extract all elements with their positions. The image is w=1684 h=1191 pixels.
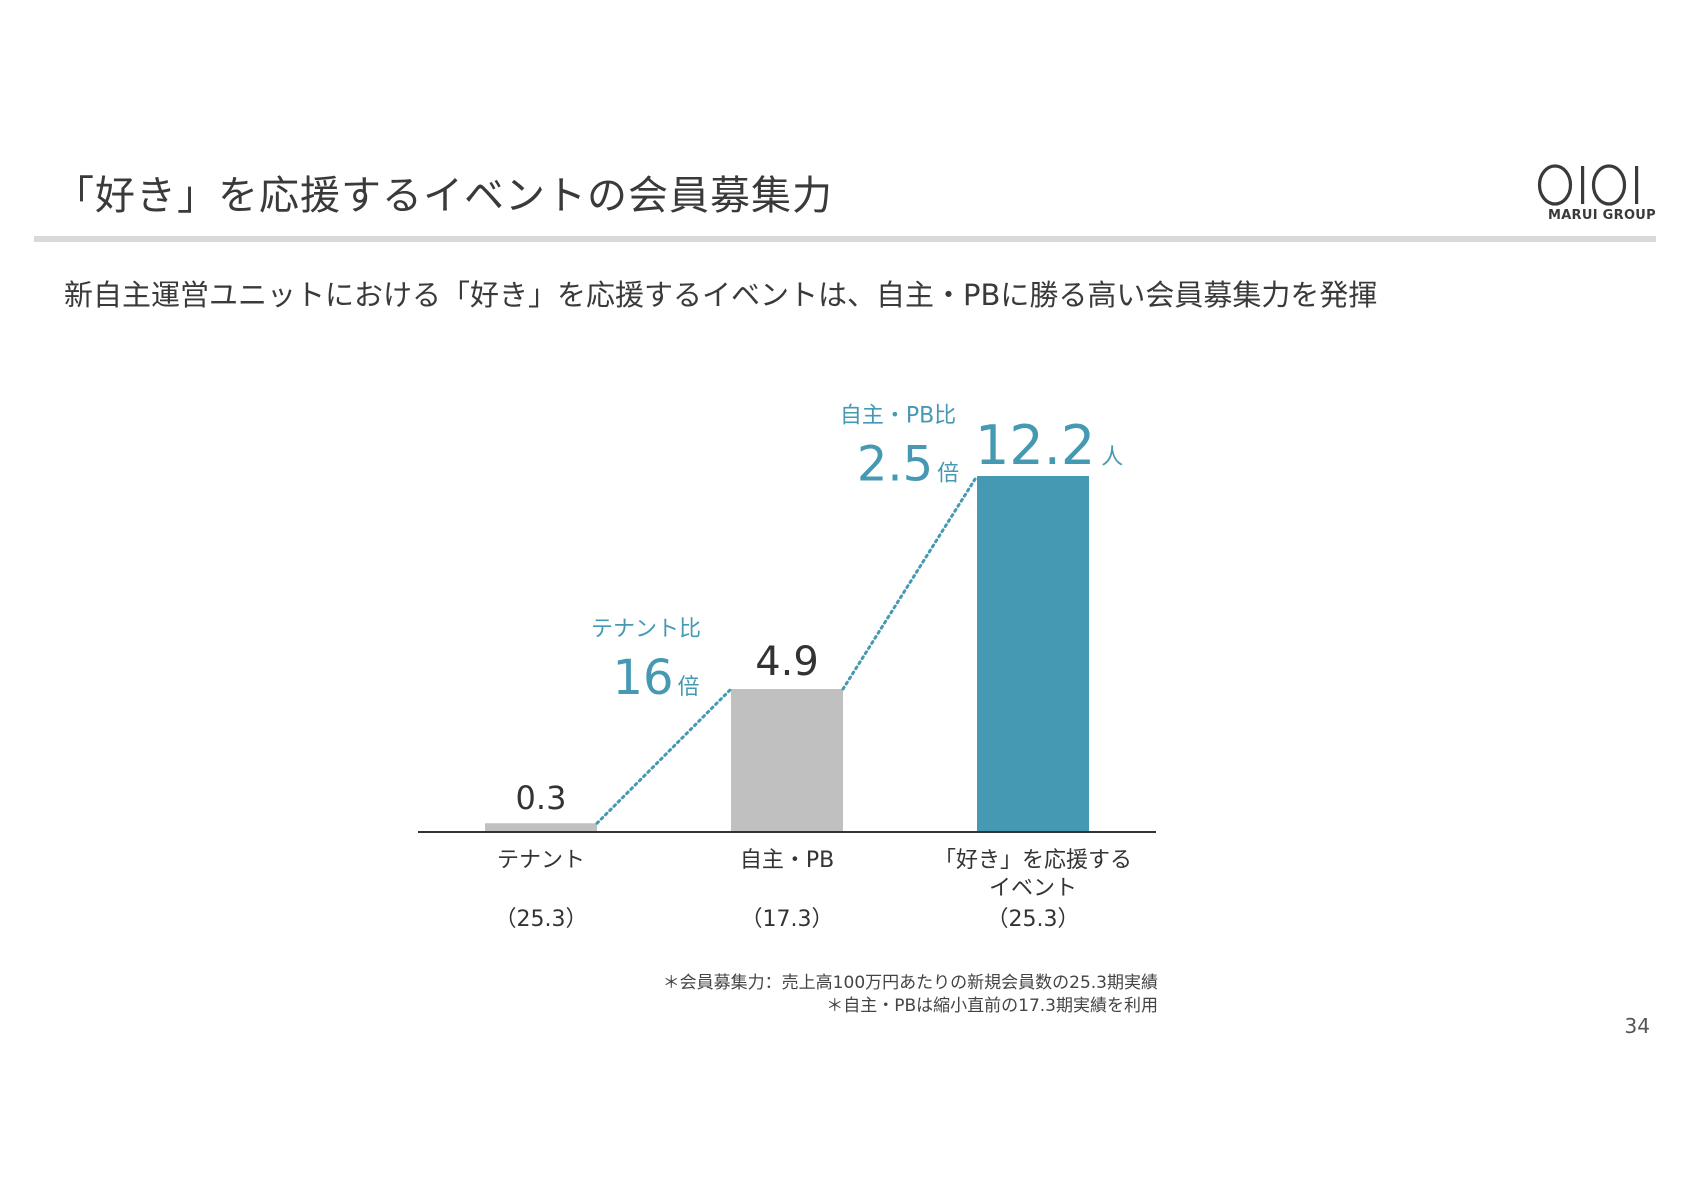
page-subtitle: 新自主運営ユニットにおける「好き」を応援するイベントは、自主・PBに勝る高い会員… [64,278,1378,312]
value-label-3: 12.2 人 [975,414,1123,477]
bar-3 [977,476,1089,832]
trend-connector-1 [595,687,733,825]
bar-2 [731,689,843,832]
category-label-3-line-1: 「好き」を応援する [934,848,1132,873]
page-number: 34 [1624,1014,1650,1038]
category-label-3-line-2: イベント [989,876,1077,901]
period-label-3: （25.3） [987,907,1080,932]
value-label-1: 0.3 [516,779,567,817]
oioi-logo [1537,164,1639,206]
period-label-2: （17.3） [741,907,834,932]
bar-1 [485,823,597,832]
comparison-label-1: テナント比 [591,617,701,642]
page-title: 「好き」を応援するイベントの会員募集力 [54,173,833,219]
title-divider [34,236,1656,242]
period-label-1: （25.3） [495,907,588,932]
comparison-value-2: 2.5 倍 [857,437,959,493]
footnote-2: ＊自主・PBは縮小直前の17.3期実績を利用 [826,996,1158,1016]
logo-text: MARUI GROUP [1547,208,1656,223]
category-label-1: テナント [497,848,585,873]
footnote-1: ＊会員募集力：売上高100万円あたりの新規会員数の25.3期実績 [662,973,1158,993]
trend-connector-2 [841,474,979,691]
category-label-2: 自主・PB [740,848,834,873]
value-label-2: 4.9 [755,639,819,685]
comparison-value-1: 16 倍 [612,650,699,706]
comparison-label-2: 自主・PB比 [840,404,956,429]
